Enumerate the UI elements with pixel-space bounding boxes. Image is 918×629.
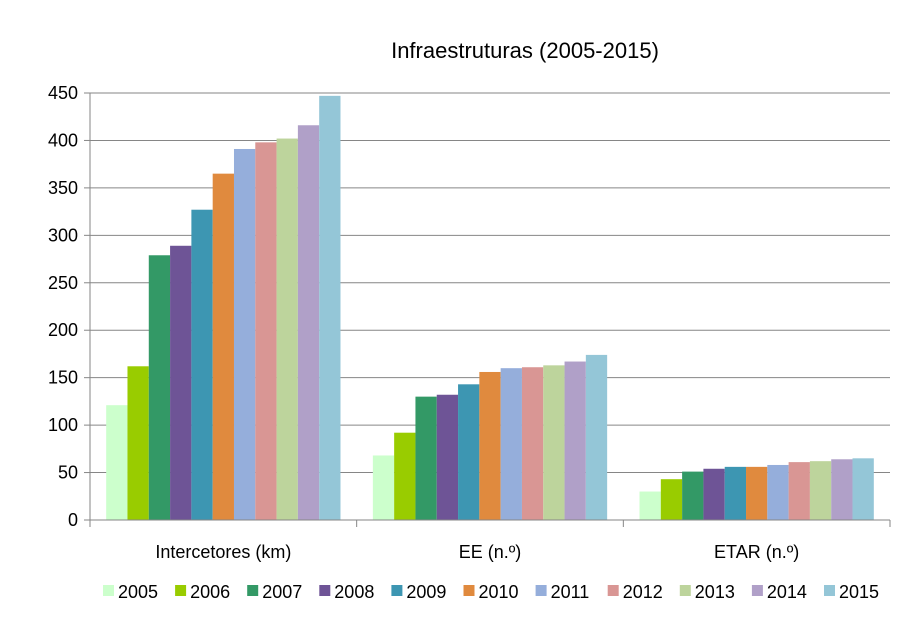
- legend-swatch: [103, 585, 114, 596]
- bar: [106, 405, 128, 520]
- bar: [415, 396, 437, 520]
- legend: 2005 2006 2007 2008 2009 2010 2011 2012 2013 2014…: [103, 582, 879, 602]
- legend-label: 2013: [695, 582, 735, 602]
- legend-label: 2011: [551, 582, 590, 602]
- bar: [809, 461, 832, 520]
- legend-item: 2009: [391, 582, 446, 602]
- y-tick-label: 150: [48, 368, 78, 388]
- bar: [148, 255, 171, 520]
- bar: [788, 462, 810, 520]
- legend-label: 2005: [118, 582, 158, 602]
- legend-swatch: [391, 585, 403, 596]
- legend-label: 2010: [479, 582, 519, 602]
- legend-label: 2008: [334, 582, 374, 602]
- bar: [767, 464, 789, 520]
- bar: [191, 209, 213, 521]
- legend-label: 2006: [190, 582, 230, 602]
- legend-swatch: [824, 585, 835, 596]
- legend-swatch: [175, 585, 187, 596]
- y-tick-label: 0: [68, 510, 78, 530]
- chart-title: Infraestruturas (2005-2015): [391, 38, 659, 63]
- bar: [276, 138, 298, 520]
- y-tick-label: 250: [48, 273, 78, 293]
- bar: [479, 371, 501, 520]
- legend-swatch: [751, 585, 763, 596]
- bar: [500, 368, 522, 520]
- legend-label: 2007: [262, 582, 302, 602]
- bar: [660, 479, 683, 520]
- y-tick-label: 300: [48, 225, 78, 245]
- y-tick-label: 350: [48, 178, 78, 198]
- x-tick-label: EE (n.º): [459, 542, 522, 562]
- bar: [585, 354, 608, 520]
- y-tick-label: 100: [48, 415, 78, 435]
- x-tick-labels: Intercetores (km) EE (n.º) ETAR (n.º): [155, 542, 799, 562]
- legend-item: 2012: [607, 582, 663, 602]
- legend-swatch: [463, 585, 475, 596]
- axes: [84, 92, 891, 527]
- bar: [543, 365, 565, 520]
- bar: [212, 173, 234, 520]
- y-tick-label: 200: [48, 320, 78, 340]
- bar: [564, 361, 586, 520]
- bar: [372, 455, 395, 520]
- bars: [106, 95, 874, 521]
- y-tick-labels: 0 50 100 150 200 250 300 350 400 450: [48, 83, 78, 530]
- legend-item: 2008: [319, 582, 374, 602]
- bar: [852, 458, 874, 520]
- bar: [682, 471, 704, 520]
- legend-label: 2009: [406, 582, 446, 602]
- legend-item: 2015: [824, 582, 879, 602]
- legend-item: 2014: [751, 582, 807, 602]
- legend-label: 2014: [767, 582, 807, 602]
- legend-label: 2012: [623, 582, 663, 602]
- x-tick-label: ETAR (n.º): [714, 542, 799, 562]
- bar: [394, 432, 416, 520]
- bar: [319, 95, 341, 520]
- bar: [233, 148, 256, 521]
- bar: [831, 459, 853, 520]
- y-tick-label: 450: [48, 83, 78, 103]
- legend-swatch: [247, 585, 259, 596]
- bar: [436, 394, 459, 520]
- bar: [127, 366, 149, 520]
- legend-item: 2011: [535, 582, 590, 602]
- bar: [297, 125, 320, 521]
- bar: [521, 367, 544, 520]
- bar: [170, 245, 192, 520]
- legend-item: 2007: [247, 582, 302, 602]
- legend-swatch: [607, 585, 619, 596]
- legend-item: 2005: [103, 582, 158, 602]
- bar: [255, 142, 277, 520]
- legend-swatch: [679, 585, 691, 596]
- legend-swatch: [535, 585, 547, 596]
- legend-label: 2015: [839, 582, 879, 602]
- bar: [724, 466, 747, 520]
- legend-item: 2006: [175, 582, 230, 602]
- bar: [458, 384, 480, 520]
- y-tick-label: 400: [48, 130, 78, 150]
- x-tick-label: Intercetores (km): [155, 542, 291, 562]
- legend-swatch: [319, 585, 331, 596]
- legend-item: 2013: [679, 582, 735, 602]
- legend-item: 2010: [463, 582, 519, 602]
- bar: [703, 468, 725, 520]
- bar: [746, 466, 768, 520]
- y-tick-label: 50: [58, 463, 78, 483]
- bar: [639, 491, 661, 520]
